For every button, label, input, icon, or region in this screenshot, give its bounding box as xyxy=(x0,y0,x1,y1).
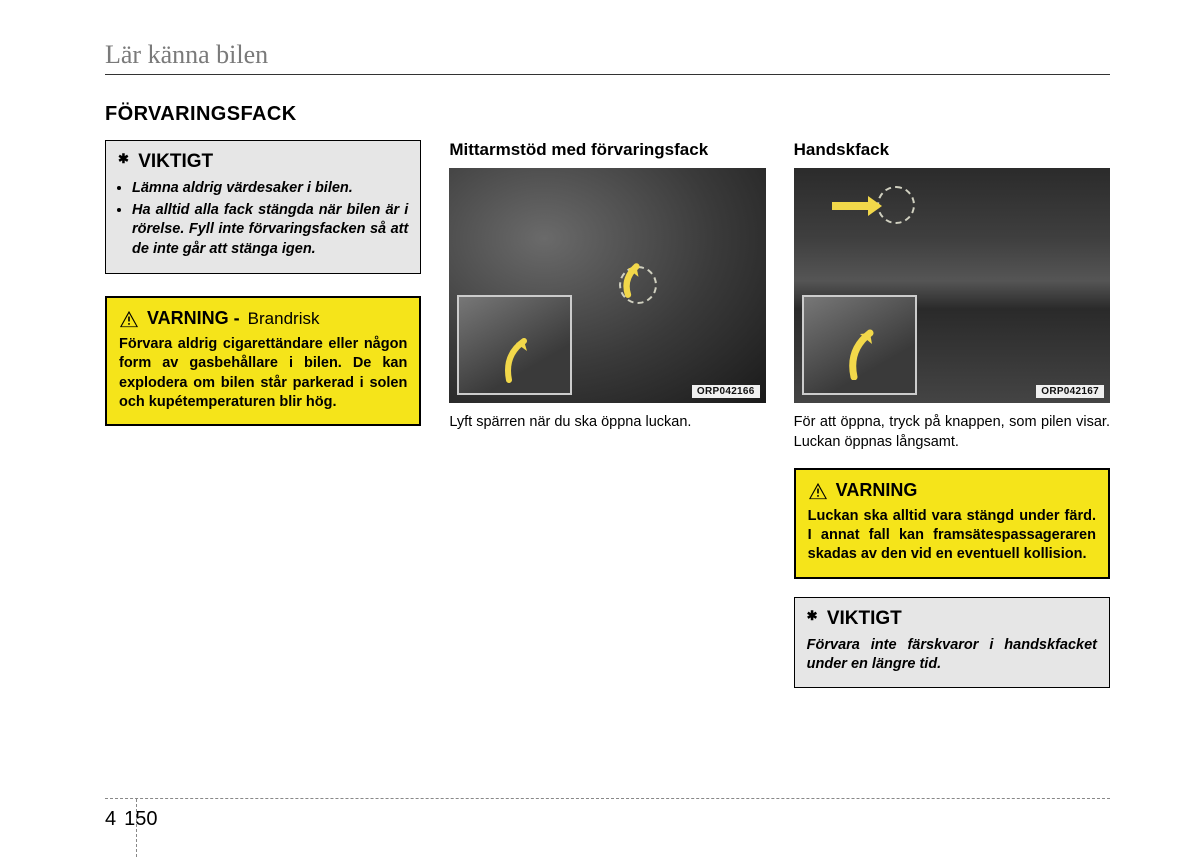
arrow-right-icon xyxy=(830,194,882,218)
column-1: ✱ VIKTIGT Lämna aldrig värdesaker i bile… xyxy=(105,140,421,688)
highlight-circle-icon xyxy=(877,186,915,224)
photo-tag: ORP042166 xyxy=(692,385,760,398)
arrow-up-icon xyxy=(607,258,649,300)
arrow-curve-icon xyxy=(499,335,539,383)
page-number-value: 150 xyxy=(124,808,157,831)
notice-label: VIKTIGT xyxy=(827,608,902,629)
photo-armrest: ORP042166 xyxy=(449,168,765,403)
notice-bullet: Ha alltid alla fack stängda när bilen är… xyxy=(132,201,408,260)
warning-body: Förvara aldrig cigarettändare eller någo… xyxy=(119,335,407,412)
warning-triangle-icon xyxy=(119,310,139,328)
notice-title: ✱ VIKTIGT xyxy=(807,608,1097,630)
notice-title: ✱ VIKTIGT xyxy=(118,151,408,173)
caption-armrest: Lyft spärren när du ska öppna luckan. xyxy=(449,413,765,433)
photo-tag: ORP042167 xyxy=(1036,385,1104,398)
photo-inset xyxy=(457,295,572,395)
notice-box-glove: ✱ VIKTIGT Förvara inte färskvaror i hand… xyxy=(794,597,1110,688)
warning-sublabel: Brandrisk xyxy=(248,309,320,329)
notice-body: Lämna aldrig värdesaker i bilen. Ha allt… xyxy=(118,179,408,259)
column-2: Mittarmstöd med förvaringsfack ORP042166… xyxy=(449,140,765,688)
subheading-armrest: Mittarmstöd med förvaringsfack xyxy=(449,140,765,160)
notice-bullet: Lämna aldrig värdesaker i bilen. xyxy=(132,179,408,199)
subheading-glovebox: Handskfack xyxy=(794,140,1110,160)
arrow-curve-icon xyxy=(842,325,884,380)
warning-label: VARNING - xyxy=(147,308,240,329)
notice-label: VIKTIGT xyxy=(138,151,213,172)
column-3: Handskfack ORP042167 För att öppna, tryc… xyxy=(794,140,1110,688)
notice-body: Förvara inte färskvaror i hands­kfacket … xyxy=(807,636,1097,675)
warning-title: VARNING - Brandrisk xyxy=(119,308,407,329)
warning-box-fire: VARNING - Brandrisk Förvara aldrig cigar… xyxy=(105,296,421,426)
caption-glovebox: För att öppna, tryck på knappen, som pil… xyxy=(794,413,1110,452)
footer-rule xyxy=(105,798,1110,799)
warning-triangle-icon xyxy=(808,482,828,500)
asterisk-icon: ✱ xyxy=(807,608,818,623)
chapter-title: Lär känna bilen xyxy=(105,40,1110,75)
page-number: 4 150 xyxy=(105,808,158,831)
section-title: FÖRVARINGSFACK xyxy=(105,103,1110,126)
photo-inset xyxy=(802,295,917,395)
warning-title: VARNING xyxy=(808,480,1096,501)
asterisk-icon: ✱ xyxy=(118,151,129,166)
warning-label: VARNING xyxy=(836,480,918,501)
notice-box-important: ✱ VIKTIGT Lämna aldrig värdesaker i bile… xyxy=(105,140,421,274)
photo-glovebox: ORP042167 xyxy=(794,168,1110,403)
warning-body: Luckan ska alltid vara stängd under färd… xyxy=(808,507,1096,564)
warning-box-glove: VARNING Luckan ska alltid vara stängd un… xyxy=(794,468,1110,578)
section-number: 4 xyxy=(105,808,116,831)
